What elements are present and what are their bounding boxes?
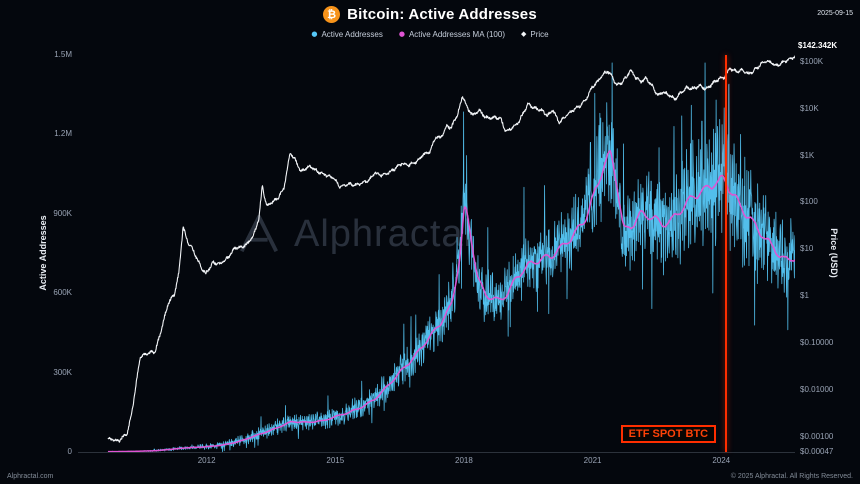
legend-item-ma100[interactable]: ● Active Addresses MA (100): [399, 30, 505, 39]
price-axis-tick: $1: [800, 291, 809, 301]
page-title: Bitcoin: Active Addresses: [347, 6, 537, 23]
price-axis-tick: $100: [800, 197, 818, 207]
year-axis-tick: 2012: [197, 456, 216, 465]
footer-copyright: © 2025 Alphractal. All Rights Reserved.: [730, 473, 853, 480]
year-axis-tick: 2021: [583, 456, 602, 465]
active-addresses-axis-tick: 0: [67, 447, 72, 456]
right-axis-title: Price (USD): [829, 228, 839, 278]
price-axis-tick: $100K: [800, 56, 824, 66]
price-axis-tick: $10: [800, 244, 814, 254]
active-addresses-axis-tick: 900K: [53, 208, 72, 218]
price-axis-tick: $0.00047: [800, 447, 834, 456]
active-addresses-axis-tick: 300K: [53, 367, 72, 377]
left-axis-title: Active Addresses: [38, 215, 48, 291]
etf-event-label: ETF SPOT BTC: [620, 425, 717, 443]
plot-area[interactable]: Alphractal ETF SPOT BTC: [78, 55, 795, 453]
price-axis-tick: $10K: [800, 103, 819, 113]
chart-canvas[interactable]: [78, 55, 795, 452]
chart-header: ₿ Bitcoin: Active Addresses: [0, 6, 860, 23]
ma100-marker-icon: ●: [398, 30, 405, 38]
price-axis-tick: $0.00100: [800, 431, 834, 441]
price-marker-icon: ◆: [521, 30, 527, 38]
legend-item-active-addresses[interactable]: ● Active Addresses: [311, 30, 382, 39]
date-label: 2025-09-15: [817, 10, 853, 17]
legend: ● Active Addresses ● Active Addresses MA…: [0, 30, 860, 39]
footer-site-link[interactable]: Alphractal.com: [7, 473, 54, 480]
price-axis-tick: $0.10000: [800, 337, 834, 347]
active-addresses-axis-tick: 600K: [53, 288, 72, 298]
year-axis-tick: 2018: [455, 456, 473, 465]
last-price-badge: $142.342K: [798, 41, 838, 50]
legend-item-price[interactable]: ◆ Price: [521, 30, 549, 39]
price-axis-tick: $0.01000: [800, 384, 834, 394]
etf-event-line: [724, 55, 727, 452]
active-addresses-axis-tick: 1.2M: [54, 129, 72, 139]
legend-label-price: Price: [530, 30, 549, 39]
legend-label-active-addresses: Active Addresses: [321, 30, 383, 39]
legend-label-ma100: Active Addresses MA (100): [408, 30, 505, 39]
year-axis-tick: 2015: [326, 456, 345, 465]
active-addresses-axis-tick: 1.5M: [54, 50, 72, 59]
price-axis-tick: $1K: [800, 150, 815, 160]
year-axis-tick: 2024: [712, 456, 731, 465]
bitcoin-icon: ₿: [323, 6, 341, 23]
active-addresses-marker-icon: ●: [311, 30, 318, 38]
